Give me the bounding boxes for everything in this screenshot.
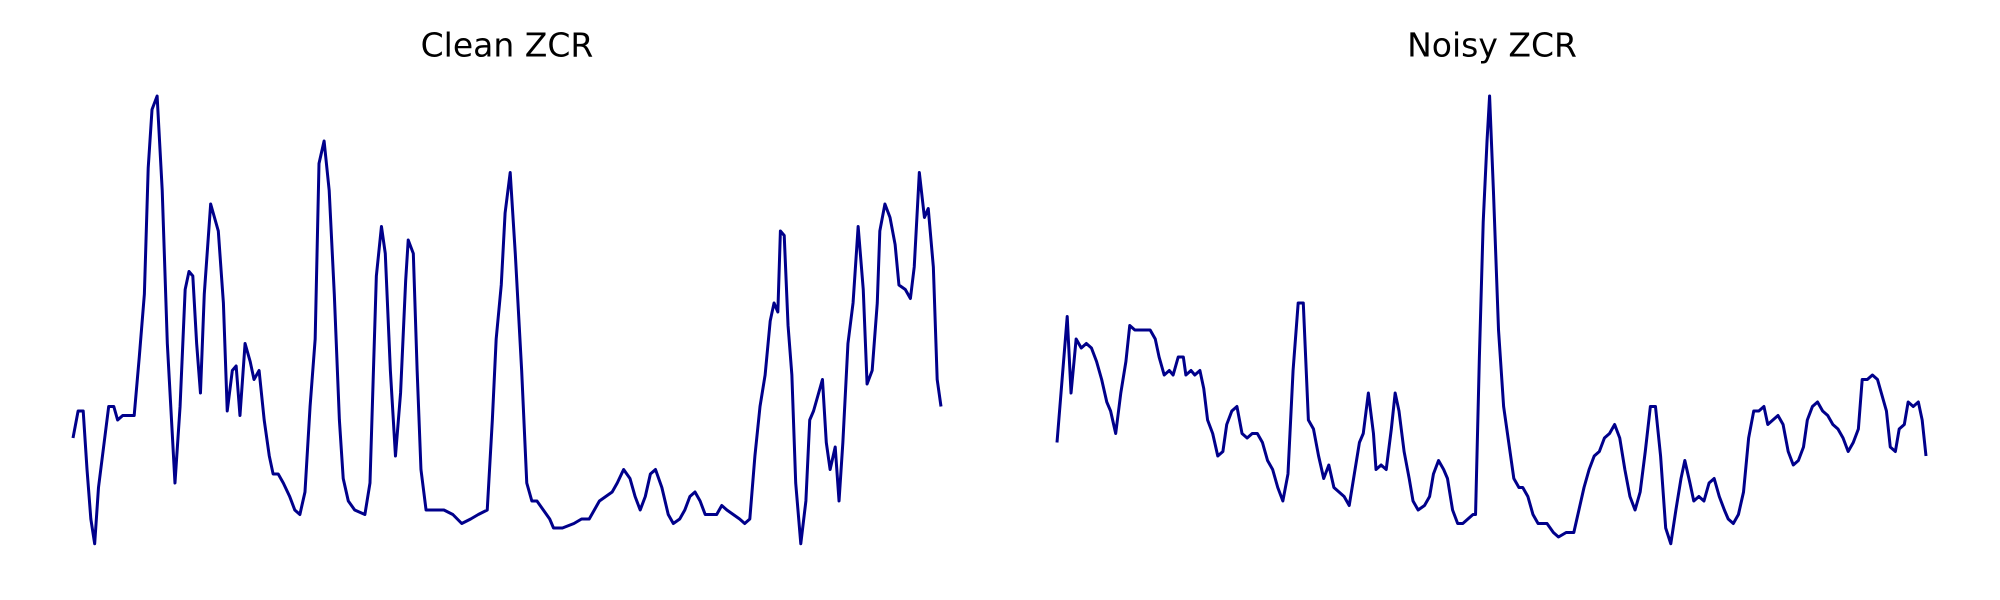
chart-title: Noisy ZCR: [1407, 26, 1577, 65]
zcr-line: [71, 94, 943, 546]
zcr-line: [1055, 94, 1928, 546]
chart-title: Clean ZCR: [421, 26, 594, 65]
